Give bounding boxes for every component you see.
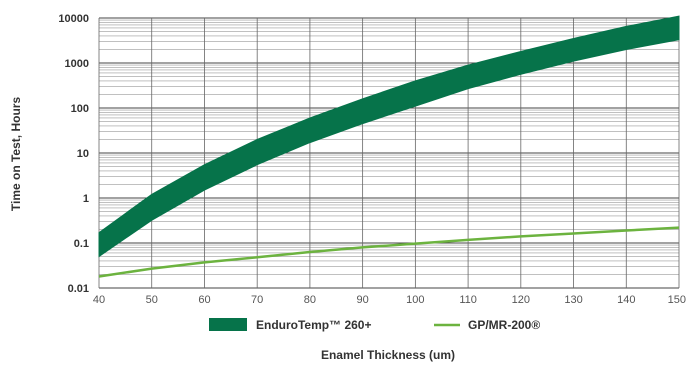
chart-marks xyxy=(98,15,680,278)
x-axis-title: Enamel Thickness (um) xyxy=(321,348,455,362)
x-tick-label: 130 xyxy=(564,294,582,306)
x-tick-label: 120 xyxy=(512,294,530,306)
tick-labels: 10000 1000 100 10 1 0.1 0.01 40 50 60 70 80 90 100 110… xyxy=(58,13,686,306)
x-tick-label: 60 xyxy=(198,294,210,306)
legend-label-gpmr: GP/MR-200® xyxy=(468,318,540,332)
x-tick-label: 40 xyxy=(93,294,105,306)
y-axis-title: Time on Test, Hours xyxy=(9,97,23,212)
y-tick-label: 100 xyxy=(71,103,89,115)
legend-label-endurotemp: EnduroTemp™ 260+ xyxy=(256,318,371,332)
x-tick-label: 150 xyxy=(668,294,686,306)
grid xyxy=(98,17,680,289)
x-tick-label: 90 xyxy=(357,294,369,306)
y-tick-label: 0.01 xyxy=(68,283,89,295)
series-line-gpmr xyxy=(98,226,680,278)
y-tick-label: 0.1 xyxy=(74,238,89,250)
x-tick-label: 80 xyxy=(304,294,316,306)
y-tick-label: 1000 xyxy=(65,58,89,70)
legend: EnduroTemp™ 260+ GP/MR-200® xyxy=(209,318,540,332)
legend-swatch-endurotemp xyxy=(209,318,247,331)
x-tick-label: 50 xyxy=(146,294,158,306)
y-tick-label: 10000 xyxy=(58,13,89,25)
series-band-endurotemp xyxy=(98,15,680,258)
y-tick-label: 10 xyxy=(77,148,89,160)
x-tick-label: 110 xyxy=(459,294,477,306)
y-tick-label: 1 xyxy=(83,193,89,205)
x-tick-label: 100 xyxy=(406,294,424,306)
x-tick-label: 140 xyxy=(617,294,635,306)
x-tick-label: 70 xyxy=(251,294,263,306)
